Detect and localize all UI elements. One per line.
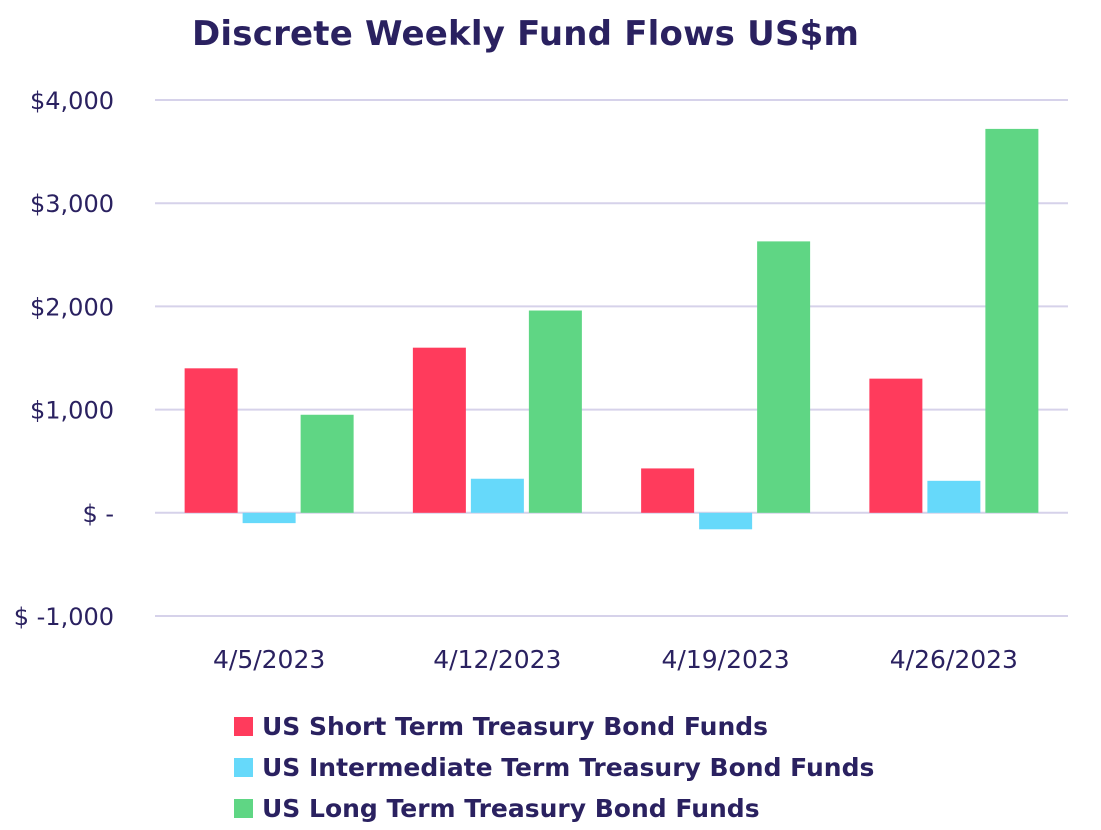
y-tick-label: $ - <box>82 500 114 528</box>
bar-us-intermediate-term-treasury-bond-funds-3 <box>927 480 981 513</box>
y-tick-label: $ -1,000 <box>14 603 114 631</box>
legend-item-intermediate-term: US Intermediate Term Treasury Bond Funds <box>234 747 874 788</box>
bar-chart: $4,000 $3,000 $2,000 $1,000 $ - $ -1,000 4/5/2… <box>14 87 1068 674</box>
bar-us-short-term-treasury-bond-funds-0 <box>184 368 238 513</box>
chart-title: Discrete Weekly Fund Flows US$m <box>192 14 860 54</box>
x-tick-label: 4/19/2023 <box>662 645 790 674</box>
bar-us-intermediate-term-treasury-bond-funds-1 <box>470 478 524 513</box>
bar-us-short-term-treasury-bond-funds-1 <box>412 347 466 513</box>
bar-us-intermediate-term-treasury-bond-funds-2 <box>699 512 753 530</box>
bar-us-intermediate-term-treasury-bond-funds-0 <box>242 512 296 524</box>
legend-swatch-short-term <box>234 717 253 736</box>
legend-item-short-term: US Short Term Treasury Bond Funds <box>234 706 874 747</box>
legend-label-intermediate-term: US Intermediate Term Treasury Bond Funds <box>262 753 875 782</box>
legend-label-long-term: US Long Term Treasury Bond Funds <box>262 794 760 823</box>
legend-swatch-intermediate-term <box>234 758 253 777</box>
legend-swatch-long-term <box>234 799 253 818</box>
bar-us-long-term-treasury-bond-funds-3 <box>985 128 1039 513</box>
legend-item-long-term: US Long Term Treasury Bond Funds <box>234 788 874 829</box>
y-tick-label: $1,000 <box>30 397 114 425</box>
bar-us-long-term-treasury-bond-funds-1 <box>528 310 582 513</box>
y-tick-label: $2,000 <box>30 293 114 321</box>
bar-us-long-term-treasury-bond-funds-2 <box>757 241 811 513</box>
legend: US Short Term Treasury Bond Funds US Int… <box>234 706 874 829</box>
y-tick-label: $3,000 <box>30 190 114 218</box>
x-tick-label: 4/12/2023 <box>433 645 561 674</box>
x-tick-label: 4/26/2023 <box>890 645 1018 674</box>
bar-us-short-term-treasury-bond-funds-2 <box>641 468 695 513</box>
x-tick-label: 4/5/2023 <box>213 645 325 674</box>
bar-us-long-term-treasury-bond-funds-0 <box>300 414 354 513</box>
legend-label-short-term: US Short Term Treasury Bond Funds <box>262 712 769 741</box>
bar-us-short-term-treasury-bond-funds-3 <box>869 378 923 513</box>
y-tick-label: $4,000 <box>30 87 114 115</box>
